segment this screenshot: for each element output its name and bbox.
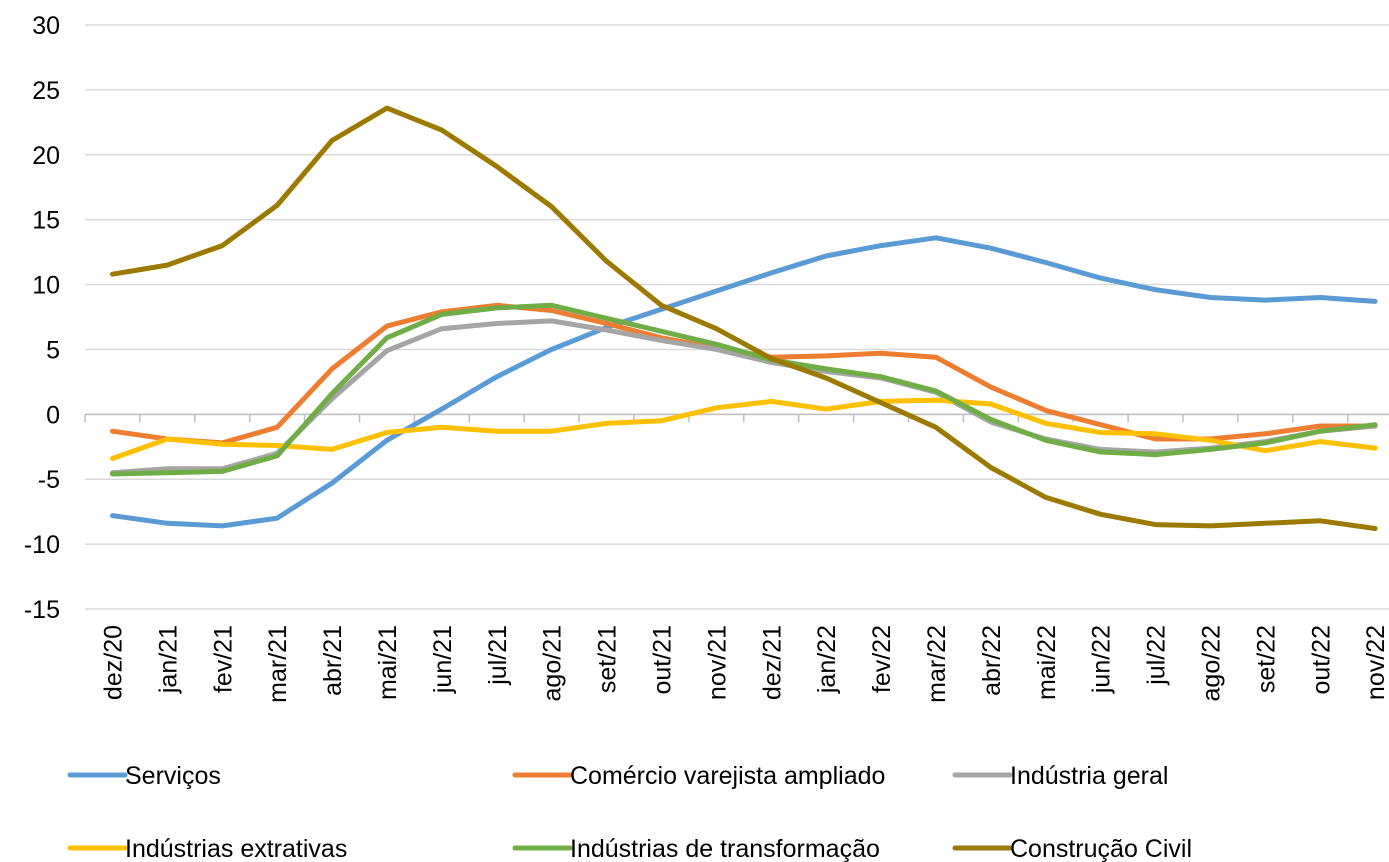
y-tick-label: 25 — [32, 77, 60, 105]
x-tick-label: set/22 — [1252, 625, 1280, 693]
series-line — [110, 397, 1378, 461]
x-tick-label: mai/21 — [374, 625, 402, 700]
series-line — [110, 302, 1378, 477]
y-tick-label: 10 — [32, 272, 60, 300]
y-tick-label: 0 — [46, 401, 60, 429]
x-tick-label: dez/21 — [758, 625, 786, 700]
y-tick-label: -10 — [24, 531, 60, 559]
series-line — [110, 105, 1378, 531]
x-tick-label: out/22 — [1307, 625, 1335, 695]
x-tick-label: fev/22 — [868, 625, 896, 693]
legend-label: Serviços — [125, 762, 221, 790]
y-tick-label: -15 — [24, 596, 60, 624]
x-tick-label: mar/21 — [264, 625, 292, 703]
x-tick-label: ago/22 — [1197, 625, 1225, 701]
x-tick-label: nov/22 — [1362, 625, 1389, 700]
x-tick-label: abr/21 — [319, 625, 347, 696]
y-tick-label: -5 — [38, 466, 60, 494]
legend-label: Indústrias extrativas — [125, 835, 347, 862]
x-tick-label: abr/22 — [978, 625, 1006, 696]
y-tick-label: 5 — [46, 336, 60, 364]
x-tick-label: fev/21 — [209, 625, 237, 693]
x-tick-label: jan/22 — [813, 625, 841, 694]
x-tick-label: jan/21 — [154, 625, 182, 694]
x-tick-label: jun/21 — [429, 625, 457, 694]
x-tick-label: out/21 — [648, 625, 676, 695]
x-tick-label: dez/20 — [99, 625, 127, 700]
x-tick-label: mar/22 — [923, 625, 951, 703]
x-tick-label: mai/22 — [1033, 625, 1061, 700]
x-tick-label: ago/21 — [539, 625, 567, 701]
legend-label: Indústria geral — [1010, 762, 1168, 790]
x-tick-label: jun/22 — [1088, 625, 1116, 694]
y-tick-label: 30 — [32, 12, 60, 40]
y-tick-label: 15 — [32, 207, 60, 235]
series-line — [110, 235, 1378, 529]
x-tick-label: jul/22 — [1143, 625, 1171, 686]
x-tick-label: jul/21 — [484, 625, 512, 686]
legend-label: Indústrias de transformação — [570, 835, 880, 862]
x-tick-label: nov/21 — [703, 625, 731, 700]
legend-label: Comércio varejista ampliado — [570, 762, 885, 790]
y-tick-label: 20 — [32, 142, 60, 170]
legend-label: Construção Civil — [1010, 835, 1192, 862]
x-tick-label: set/21 — [594, 625, 622, 693]
